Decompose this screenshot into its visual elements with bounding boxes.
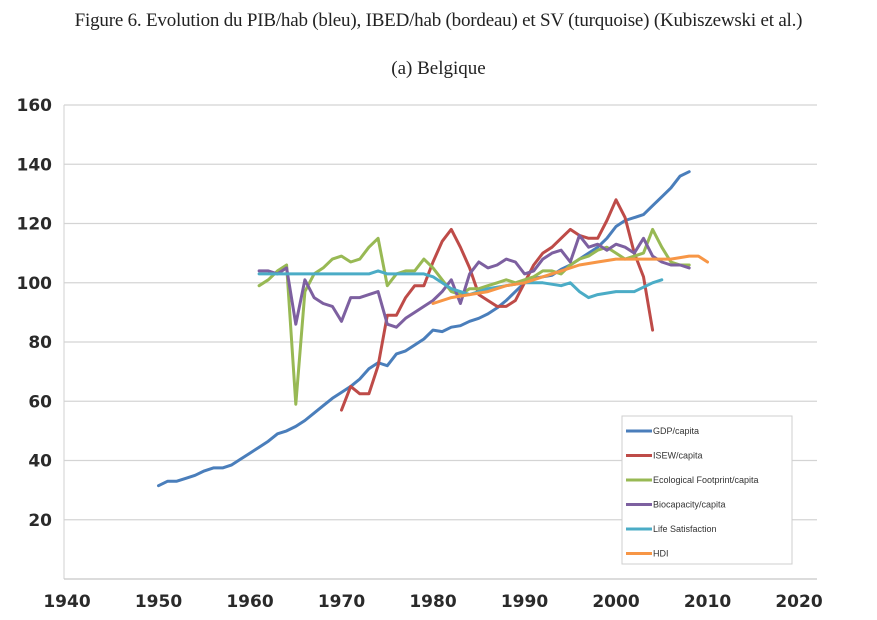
x-tick-label: 1970	[318, 592, 365, 612]
legend-label: HDI	[653, 549, 669, 559]
figure-caption: Figure 6. Evolution du PIB/hab (bleu), I…	[74, 10, 803, 31]
y-axis-ticks: 20 40 60 80 100 120 140 160	[17, 96, 53, 531]
x-tick-label: 1940	[43, 592, 90, 612]
y-tick-label: 60	[28, 392, 52, 412]
x-tick-label: 2000	[592, 592, 639, 612]
y-tick-label: 20	[28, 511, 52, 531]
chart-title: (a) Belgique	[391, 58, 486, 79]
y-tick-label: 160	[17, 96, 53, 116]
legend-label: Ecological Footprint/capita	[653, 475, 759, 485]
y-tick-label: 120	[17, 215, 53, 235]
y-tick-label: 100	[17, 274, 53, 294]
legend: GDP/capita ISEW/capita Ecological Footprin…	[621, 415, 793, 565]
x-tick-label: 1950	[135, 592, 182, 612]
series-lines	[157, 170, 709, 488]
y-tick-label: 40	[28, 452, 52, 472]
series-line-gdp-capita	[157, 170, 691, 488]
legend-label: ISEW/capita	[653, 451, 703, 461]
x-tick-label: 2010	[684, 592, 731, 612]
legend-label: Biocapacity/capita	[653, 500, 726, 510]
x-tick-label: 2020	[775, 592, 822, 612]
legend-box	[621, 415, 793, 565]
series-line-biocapacity-capita	[257, 233, 691, 329]
x-tick-label: 1990	[501, 592, 548, 612]
x-axis-ticks: 1940 1950 1960 1970 1980 1990 2000 2010 2020	[43, 592, 822, 612]
series-line-ecological-footprint-capita	[257, 227, 691, 406]
series-line-hdi	[431, 254, 709, 305]
legend-label: Life Satisfaction	[653, 524, 717, 534]
x-tick-label: 1960	[226, 592, 273, 612]
legend-label: GDP/capita	[653, 426, 699, 436]
series-line-isew-capita	[340, 198, 655, 412]
x-tick-label: 1980	[409, 592, 456, 612]
y-tick-label: 80	[28, 333, 52, 353]
y-tick-label: 140	[17, 155, 53, 175]
